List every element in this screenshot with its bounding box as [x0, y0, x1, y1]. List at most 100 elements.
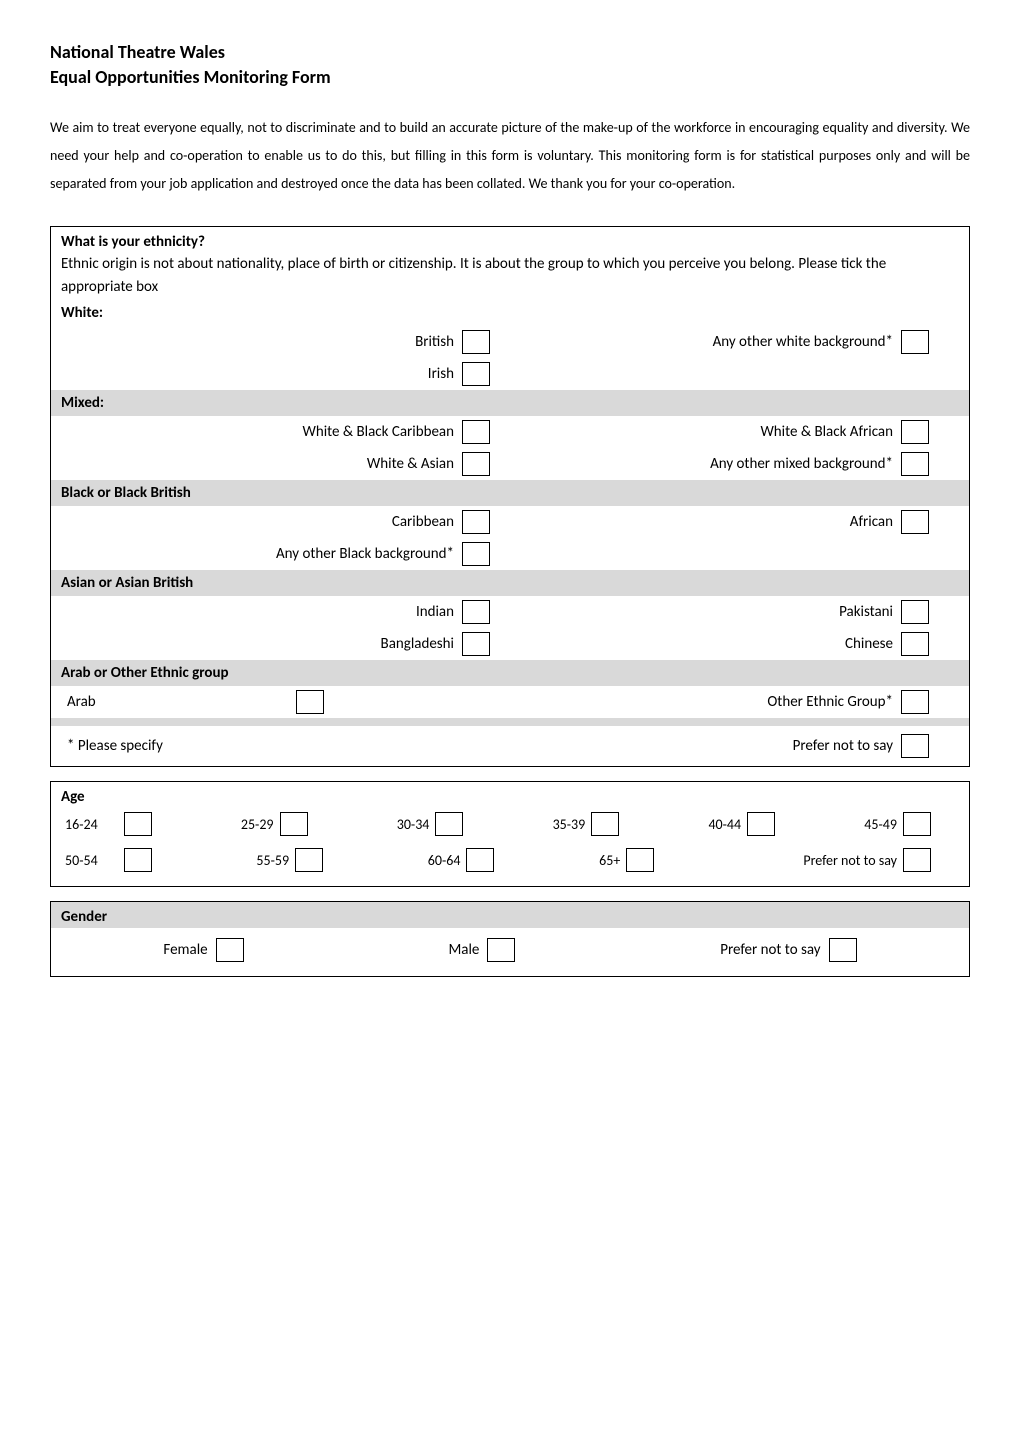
- mixed-wa-checkbox[interactable]: [462, 452, 490, 476]
- mixed-header: Mixed:: [51, 390, 969, 416]
- mixed-wbc-label: White & Black Caribbean: [303, 423, 455, 441]
- age-30-34-checkbox[interactable]: [435, 812, 463, 836]
- arab-other-option: Other Ethnic Group*: [498, 690, 959, 714]
- white-row-1: British Any other white background*: [51, 326, 969, 358]
- white-irish-label: Irish: [428, 365, 454, 383]
- mixed-wbc-option: White & Black Caribbean: [61, 420, 500, 444]
- asian-chinese-checkbox[interactable]: [901, 632, 929, 656]
- white-other-label: Any other white background*: [713, 333, 893, 351]
- ethnicity-section: What is your ethnicity? Ethnic origin is…: [50, 226, 970, 767]
- black-other-label: Any other Black background*: [276, 545, 454, 563]
- age-section: Age 16-24 25-29 30-34 35-39 40-44 45-49: [50, 781, 970, 887]
- gender-male-checkbox[interactable]: [487, 938, 515, 962]
- mixed-row-1: White & Black Caribbean White & Black Af…: [51, 416, 969, 448]
- age-25-29-checkbox[interactable]: [280, 812, 308, 836]
- mixed-wba-option: White & Black African: [500, 420, 959, 444]
- mixed-other-checkbox[interactable]: [901, 452, 929, 476]
- asian-pakistani-option: Pakistani: [500, 600, 959, 624]
- mixed-wba-checkbox[interactable]: [901, 420, 929, 444]
- arab-other-checkbox[interactable]: [901, 690, 929, 714]
- arab-checkbox[interactable]: [296, 690, 324, 714]
- asian-row-1: Indian Pakistani: [51, 596, 969, 628]
- heading-line-1: National Theatre Wales: [50, 40, 970, 65]
- age-55-59-option: 55-59: [256, 848, 323, 872]
- age-60-64-checkbox[interactable]: [466, 848, 494, 872]
- age-45-49-label: 45-49: [864, 816, 897, 833]
- gender-male-label: Male: [448, 941, 479, 959]
- age-60-64-label: 60-64: [428, 852, 461, 869]
- age-16-24-option: 16-24: [61, 812, 116, 836]
- gender-female-checkbox[interactable]: [216, 938, 244, 962]
- black-empty: [500, 542, 959, 566]
- arab-header: Arab or Other Ethnic group: [51, 660, 969, 686]
- ethnicity-title: What is your ethnicity?: [51, 227, 969, 253]
- white-other-checkbox[interactable]: [901, 330, 929, 354]
- age-50-54-option: 50-54: [61, 848, 116, 872]
- mixed-wa-label: White & Asian: [367, 455, 454, 473]
- asian-chinese-option: Chinese: [500, 632, 959, 656]
- ethnicity-prefer-not-option: Prefer not to say: [793, 734, 959, 758]
- age-55-59-label: 55-59: [256, 852, 289, 869]
- ethnicity-desc: Ethnic origin is not about nationality, …: [51, 253, 969, 300]
- age-55-59-checkbox[interactable]: [295, 848, 323, 872]
- black-other-checkbox[interactable]: [462, 542, 490, 566]
- mixed-wbc-checkbox[interactable]: [462, 420, 490, 444]
- age-45-49-checkbox[interactable]: [903, 812, 931, 836]
- white-empty: [500, 362, 959, 386]
- gender-male-option: Male: [448, 938, 515, 962]
- age-50-54-checkbox[interactable]: [124, 848, 152, 872]
- age-16-24-label: 16-24: [65, 816, 98, 833]
- mixed-wba-label: White & Black African: [760, 423, 893, 441]
- age-30-34-option: 30-34: [397, 812, 464, 836]
- asian-bangladeshi-option: Bangladeshi: [61, 632, 500, 656]
- gender-title: Gender: [51, 902, 969, 928]
- arab-row: Arab Other Ethnic Group*: [51, 686, 969, 718]
- heading-line-2: Equal Opportunities Monitoring Form: [50, 65, 970, 90]
- white-british-label: British: [415, 333, 454, 351]
- asian-indian-label: Indian: [416, 603, 454, 621]
- age-65plus-label: 65+: [599, 852, 620, 869]
- age-30-34-label: 30-34: [397, 816, 430, 833]
- ethnicity-prefer-not-checkbox[interactable]: [901, 734, 929, 758]
- age-prefer-not-checkbox[interactable]: [903, 848, 931, 872]
- black-caribbean-option: Caribbean: [61, 510, 500, 534]
- white-irish-checkbox[interactable]: [462, 362, 490, 386]
- white-british-checkbox[interactable]: [462, 330, 490, 354]
- black-african-label: African: [850, 513, 893, 531]
- asian-indian-checkbox[interactable]: [462, 600, 490, 624]
- gender-prefer-not-label: Prefer not to say: [720, 941, 820, 959]
- asian-pakistani-checkbox[interactable]: [901, 600, 929, 624]
- form-heading: National Theatre Wales Equal Opportuniti…: [50, 40, 970, 90]
- arab-other-label: Other Ethnic Group*: [767, 693, 893, 711]
- age-prefer-not-label: Prefer not to say: [803, 852, 897, 869]
- age-35-39-option: 35-39: [553, 812, 620, 836]
- black-african-option: African: [500, 510, 959, 534]
- age-65plus-checkbox[interactable]: [626, 848, 654, 872]
- age-60-64-option: 60-64: [428, 848, 495, 872]
- white-header: White:: [51, 300, 969, 326]
- mixed-row-2: White & Asian Any other mixed background…: [51, 448, 969, 480]
- age-35-39-checkbox[interactable]: [591, 812, 619, 836]
- asian-bangladeshi-label: Bangladeshi: [381, 635, 454, 653]
- gender-row: Female Male Prefer not to say: [51, 928, 969, 976]
- asian-chinese-label: Chinese: [845, 635, 893, 653]
- age-50-54-label: 50-54: [65, 852, 98, 869]
- age-16-24-checkbox[interactable]: [124, 812, 152, 836]
- asian-row-2: Bangladeshi Chinese: [51, 628, 969, 660]
- gender-section: Gender Female Male Prefer not to say: [50, 901, 970, 977]
- gender-prefer-not-checkbox[interactable]: [829, 938, 857, 962]
- arab-label: Arab: [67, 693, 96, 711]
- asian-bangladeshi-checkbox[interactable]: [462, 632, 490, 656]
- age-40-44-checkbox[interactable]: [747, 812, 775, 836]
- mixed-wa-option: White & Asian: [61, 452, 500, 476]
- age-45-49-option: 45-49: [864, 812, 931, 836]
- black-row-2: Any other Black background*: [51, 538, 969, 570]
- intro-paragraph: We aim to treat everyone equally, not to…: [50, 114, 970, 198]
- black-caribbean-label: Caribbean: [392, 513, 454, 531]
- black-caribbean-checkbox[interactable]: [462, 510, 490, 534]
- arab-option: Arab: [61, 690, 498, 714]
- black-african-checkbox[interactable]: [901, 510, 929, 534]
- divider-shaded: [51, 718, 969, 726]
- white-row-2: Irish: [51, 358, 969, 390]
- mixed-other-option: Any other mixed background*: [500, 452, 959, 476]
